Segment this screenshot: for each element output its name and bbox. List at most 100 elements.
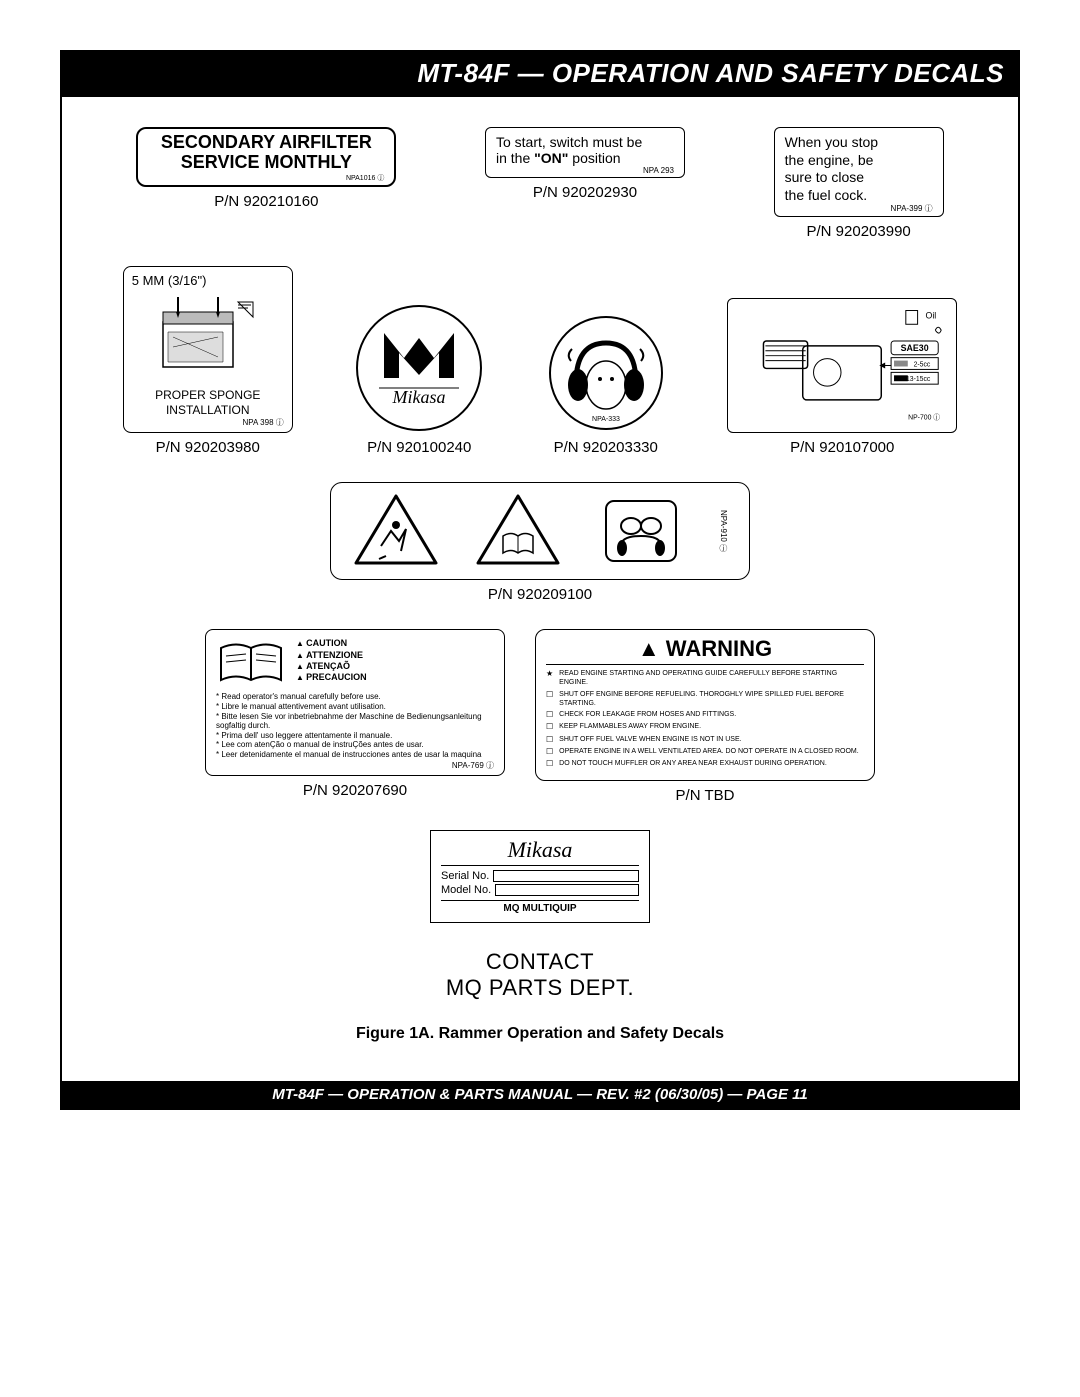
box-icon: ☐ <box>546 690 553 708</box>
cell-manual: CAUTION ATTENZIONE ATENÇAÕ PRECAUCION Re… <box>205 629 505 798</box>
tripping-hazard-icon <box>351 491 441 571</box>
airfilter-npa: NPA1016 ⓙ <box>148 173 384 183</box>
star-icon: ★ <box>546 669 553 687</box>
serial-row: Serial No. <box>441 870 639 882</box>
manual-item-3: Prima dell' uso leggere attentamente il … <box>216 731 494 741</box>
cell-strip: NPA-910 ⓙ P/N 920209100 <box>330 482 750 603</box>
warn-4-text: OPERATE ENGINE IN A WELL VENTILATED AREA… <box>559 747 859 757</box>
cell-fuel: When you stop the engine, be sure to clo… <box>774 127 944 240</box>
warn-3-text: SHUT OFF FUEL VALVE WHEN ENGINE IS NOT I… <box>559 735 741 745</box>
decal-warning: WARNING ★ READ ENGINE STARTING AND OPERAT… <box>535 629 875 780</box>
serial-box <box>493 870 639 882</box>
sponge-npa: NPA 398 ⓙ <box>132 417 284 428</box>
manual-list: Read operator's manual carefully before … <box>216 692 494 759</box>
box-icon: ☐ <box>546 759 553 769</box>
manual-top: CAUTION ATTENZIONE ATENÇAÕ PRECAUCION <box>216 638 494 688</box>
warning-list: ★ READ ENGINE STARTING AND OPERATING GUID… <box>546 669 864 769</box>
fuel-l4: the fuel cock. <box>785 187 933 205</box>
manual-item-5: Leer detenidamente el manual de instrucc… <box>216 750 494 760</box>
warn-1-text: CHECK FOR LEAKAGE FROM HOSES AND FITTING… <box>559 710 736 720</box>
model-label: Model No. <box>441 884 491 896</box>
hearing-protection-icon: NPA-333 <box>546 313 666 433</box>
switch-bold: "ON" <box>534 150 568 166</box>
decal-grid: SECONDARY AIRFILTER SERVICE MONTHLY NPA1… <box>92 127 988 1043</box>
serial-label: Serial No. <box>441 870 489 882</box>
model-box <box>495 884 639 896</box>
cell-mikasa-circle: Mikasa P/N 920100240 <box>354 303 484 456</box>
warn-5: ☐ DO NOT TOUCH MUFFLER OR ANY AREA NEAR E… <box>546 759 864 769</box>
decal-plate: Mikasa Serial No. Model No. MQ MULTIQUIP <box>430 830 650 923</box>
open-book-icon <box>216 638 286 688</box>
warn-5-text: DO NOT TOUCH MUFFLER OR ANY AREA NEAR EX… <box>559 759 827 769</box>
content-area: SECONDARY AIRFILTER SERVICE MONTHLY NPA1… <box>62 97 1018 1073</box>
svg-text:NPA-333: NPA-333 <box>592 416 620 423</box>
row-5: Mikasa Serial No. Model No. MQ MULTIQUIP <box>92 830 988 923</box>
manual-item-0: Read operator's manual carefully before … <box>216 692 494 702</box>
decal-fuel: When you stop the engine, be sure to clo… <box>774 127 944 217</box>
caution-labels: CAUTION ATTENZIONE ATENÇAÕ PRECAUCION <box>296 638 367 688</box>
plate-brand: Mikasa <box>441 837 639 866</box>
svg-text:13-15cc: 13-15cc <box>906 377 931 384</box>
warn-1: ☐CHECK FOR LEAKAGE FROM HOSES AND FITTIN… <box>546 710 864 720</box>
manual-item-2: Bitte lesen Sie vor inbetriebnahme der M… <box>216 712 494 731</box>
cell-plate: Mikasa Serial No. Model No. MQ MULTIQUIP <box>430 830 650 923</box>
decal-strip: NPA-910 ⓙ <box>330 482 750 580</box>
warn-4: ☐ OPERATE ENGINE IN A WELL VENTILATED ARE… <box>546 747 864 757</box>
title-bar: MT-84F — OPERATION AND SAFETY DECALS <box>62 52 1018 97</box>
box-icon: ☐ <box>546 735 553 745</box>
mikasa-logo-icon: Mikasa <box>354 303 484 433</box>
svg-text:2-5cc: 2-5cc <box>914 362 931 369</box>
fuel-pn: P/N 920203990 <box>807 223 911 240</box>
switch-npa: NPA 293 <box>496 166 674 175</box>
switch-text: To start, switch must be in the "ON" pos… <box>496 134 674 166</box>
decal-sponge: 5 MM (3/16") <box>123 266 293 433</box>
warning-header: WARNING <box>546 636 864 665</box>
page-frame: MT-84F — OPERATION AND SAFETY DECALS SEC… <box>60 50 1020 1110</box>
box-icon: ☐ <box>546 722 553 732</box>
row-2: 5 MM (3/16") <box>92 266 988 456</box>
clabel-1: ATTENZIONE <box>296 650 367 661</box>
sponge-icon <box>132 292 284 387</box>
warn-0-text: SHUT OFF ENGINE BEFORE REFUELING. THOROG… <box>559 690 864 708</box>
warn-0: ☐ SHUT OFF ENGINE BEFORE REFUELING. THORO… <box>546 690 864 708</box>
sponge-t2: INSTALLATION <box>132 404 284 417</box>
fuel-l1: When you stop <box>785 134 933 152</box>
oil-diagram-icon: Oil SAE30 2-5cc <box>734 305 950 426</box>
decal-manual: CAUTION ATTENZIONE ATENÇAÕ PRECAUCION Re… <box>205 629 505 775</box>
fuel-l2: the engine, be <box>785 152 933 170</box>
manual-pn: P/N 920207690 <box>303 782 407 799</box>
fuel-npa: NPA-399 ⓙ <box>785 204 933 214</box>
figure-caption: Figure 1A. Rammer Operation and Safety D… <box>92 1025 988 1043</box>
airfilter-line2: SERVICE MONTHLY <box>148 153 384 173</box>
read-manual-icon <box>473 491 563 571</box>
svg-text:Oil: Oil <box>926 311 937 321</box>
warn-2-text: KEEP FLAMMABLES AWAY FROM ENGINE. <box>559 722 701 732</box>
cell-warning: WARNING ★ READ ENGINE STARTING AND OPERAT… <box>535 629 875 803</box>
cell-oil: Oil SAE30 2-5cc <box>727 298 957 456</box>
cell-sponge: 5 MM (3/16") <box>123 266 293 456</box>
switch-pn: P/N 920202930 <box>533 184 637 201</box>
warning-pn: P/N TBD <box>676 787 735 804</box>
svg-text:SAE30: SAE30 <box>901 343 929 353</box>
contact-text: CONTACT MQ PARTS DEPT. <box>92 949 988 1001</box>
sponge-t1: PROPER SPONGE <box>132 389 284 402</box>
warn-star-text: READ ENGINE STARTING AND OPERATING GUIDE… <box>559 669 864 687</box>
sponge-pn: P/N 920203980 <box>156 439 260 456</box>
strip-npa: NPA-910 ⓙ <box>718 510 729 552</box>
row-1: SECONDARY AIRFILTER SERVICE MONTHLY NPA1… <box>92 127 988 240</box>
clabel-2: ATENÇAÕ <box>296 661 367 672</box>
goggles-earmuffs-icon <box>596 491 686 571</box>
oil-pn: P/N 920107000 <box>790 439 894 456</box>
decal-switch: To start, switch must be in the "ON" pos… <box>485 127 685 178</box>
manual-npa: NPA-769 ⓙ <box>216 760 494 771</box>
row-3: NPA-910 ⓙ P/N 920209100 <box>92 482 988 603</box>
switch-t3: position <box>568 150 620 166</box>
switch-t2: in the <box>496 150 534 166</box>
plate-mq: MQ MULTIQUIP <box>441 900 639 914</box>
clabel-0: CAUTION <box>296 638 367 649</box>
box-icon: ☐ <box>546 747 553 757</box>
ear-pn: P/N 920203330 <box>554 439 658 456</box>
manual-item-4: Lee com atenÇão o manual de instruÇões a… <box>216 740 494 750</box>
cell-switch: To start, switch must be in the "ON" pos… <box>485 127 685 201</box>
strip-pn: P/N 920209100 <box>488 586 592 603</box>
